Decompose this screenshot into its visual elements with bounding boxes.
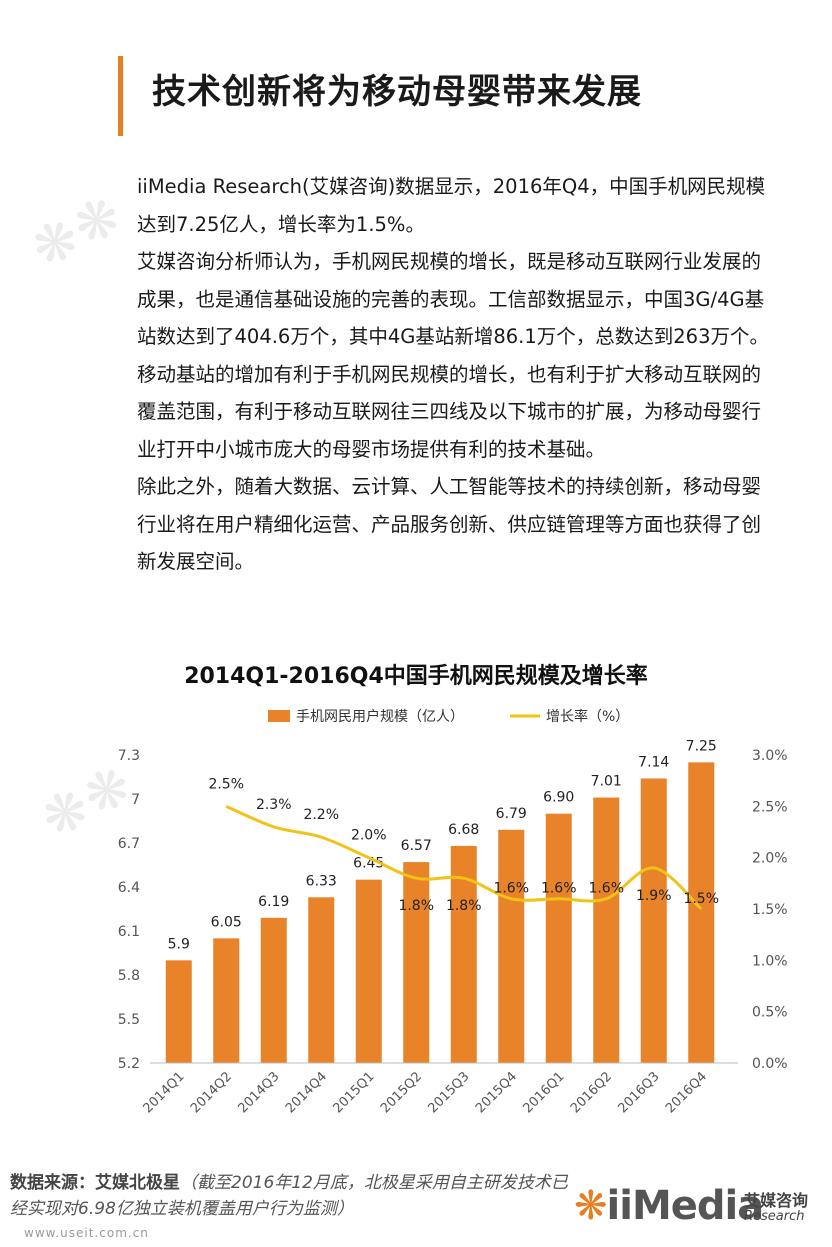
bar — [308, 897, 335, 1063]
y-right-tick-label: 2.5% — [752, 799, 788, 815]
growth-rate-line — [225, 804, 703, 911]
logo-wordmark: ❋iiMedia — [574, 1183, 765, 1229]
paragraph: 除此之外，随着大数据、云计算、人工智能等技术的持续创新，移动母婴行业将在用户精细… — [137, 475, 762, 573]
line-value-label: 1.6% — [588, 881, 624, 897]
x-tick-label: 2016Q1 — [520, 1069, 567, 1116]
body-text: iiMedia Research(艾媒咨询)数据显示，2016年Q4，中国手机网… — [137, 168, 777, 581]
legend-swatch-bar — [268, 710, 290, 722]
line-value-label: 1.8% — [398, 898, 434, 914]
bar — [688, 762, 715, 1063]
y-left-tick-label: 6.4 — [118, 880, 140, 896]
bar-value-label: 7.25 — [686, 738, 717, 754]
bar-value-label: 6.19 — [258, 894, 289, 910]
line-value-label: 2.5% — [208, 776, 244, 792]
bar-value-label: 5.9 — [168, 936, 190, 952]
brand-logo: ❋iiMedia 艾媒咨询 Research — [574, 1183, 814, 1231]
x-tick-label: 2016Q4 — [663, 1069, 710, 1116]
chart: 手机网民用户规模（亿人） 增长率（%） 5.2 5.5 5.8 6.1 6.4 6.7 7 7.3… — [118, 708, 788, 1116]
bar-value-label: 7.01 — [591, 774, 622, 790]
paragraph: iiMedia Research(艾媒咨询)数据显示，2016年Q4，中国手机网… — [137, 175, 766, 236]
y-right-tick-label: 2.0% — [752, 851, 788, 867]
source-detail: （截至2016年12月底，北极星采用自主研发技术已经实现对6.98亿独立装机覆盖… — [10, 1173, 568, 1219]
source-url: www.useit.com.cn — [24, 1226, 149, 1240]
logo-en: Research — [744, 1209, 805, 1224]
y-left-tick-label: 5.5 — [118, 1012, 140, 1028]
x-tick-label: 2014Q4 — [283, 1069, 330, 1116]
bar-value-label: 6.68 — [448, 822, 479, 838]
bar-value-label: 6.79 — [496, 806, 527, 822]
bar — [640, 778, 667, 1063]
bar-value-label: 6.57 — [401, 838, 432, 854]
bar — [403, 862, 430, 1063]
source-label: 数据来源：艾媒北极星 — [10, 1173, 180, 1193]
logo-brand: iiMedia — [606, 1183, 765, 1229]
x-tick-label: 2014Q1 — [140, 1069, 187, 1116]
paragraph: 艾媒咨询分析师认为，手机网民规模的增长，既是移动互联网行业发展的成果，也是通信基… — [137, 250, 769, 461]
y-right-tick-label: 1.5% — [752, 902, 788, 918]
bar-value-label: 6.05 — [211, 914, 242, 930]
line-value-label: 2.3% — [256, 797, 292, 813]
bar-value-label: 7.14 — [638, 754, 669, 770]
logo-dots-icon: ❋ — [574, 1183, 608, 1229]
y-left-tick-label: 7.3 — [118, 748, 140, 764]
logo-cn: 艾媒咨询 — [744, 1191, 809, 1210]
y-right-tick-label: 3.0% — [752, 748, 788, 764]
bar — [213, 938, 240, 1063]
bar — [355, 879, 382, 1063]
title-accent-bar — [118, 56, 123, 136]
x-tick-label: 2016Q2 — [568, 1069, 615, 1116]
line-value-label: 1.5% — [683, 891, 719, 907]
bar-value-label: 6.33 — [306, 873, 337, 889]
legend-label-line: 增长率（%） — [546, 708, 629, 725]
line-value-label: 1.8% — [446, 898, 482, 914]
line-value-label: 2.0% — [351, 828, 387, 844]
bar — [165, 960, 192, 1063]
x-tick-label: 2015Q1 — [330, 1069, 377, 1116]
bar — [593, 797, 620, 1063]
x-tick-label: 2015Q3 — [425, 1069, 472, 1116]
y-right-tick-label: 0.0% — [752, 1056, 788, 1072]
line-value-label: 1.6% — [493, 881, 529, 897]
legend-label-bar: 手机网民用户规模（亿人） — [296, 708, 464, 725]
y-right-tick-label: 1.0% — [752, 953, 788, 969]
line-value-label: 2.2% — [303, 807, 339, 823]
bar — [498, 829, 525, 1063]
source-note: 数据来源：艾媒北极星（截至2016年12月底，北极星采用自主研发技术已经实现对6… — [10, 1170, 570, 1222]
y-left-tick-label: 6.1 — [118, 924, 140, 940]
chart-title: 2014Q1-2016Q4中国手机网民规模及增长率 — [184, 664, 648, 689]
bar — [260, 917, 287, 1063]
bar-value-label: 6.90 — [543, 790, 574, 806]
y-left-tick-label: 6.7 — [118, 836, 140, 852]
x-tick-label: 2016Q3 — [615, 1069, 662, 1116]
x-tick-label: 2015Q4 — [473, 1069, 520, 1116]
y-left-tick-label: 5.8 — [118, 968, 140, 984]
page-title: 技术创新将为移动母婴带来发展 — [152, 72, 642, 112]
x-tick-label: 2014Q2 — [188, 1069, 235, 1116]
watermark-logo: ❋❋ — [20, 181, 134, 282]
line-value-label: 1.6% — [541, 881, 577, 897]
x-tick-label: 2014Q3 — [235, 1069, 282, 1116]
y-left-tick-label: 7 — [131, 792, 140, 808]
line-value-label: 1.9% — [636, 888, 672, 904]
x-tick-label: 2015Q2 — [378, 1069, 425, 1116]
y-left-tick-label: 5.2 — [118, 1056, 140, 1072]
bar — [545, 813, 572, 1063]
y-right-tick-label: 0.5% — [752, 1005, 788, 1021]
